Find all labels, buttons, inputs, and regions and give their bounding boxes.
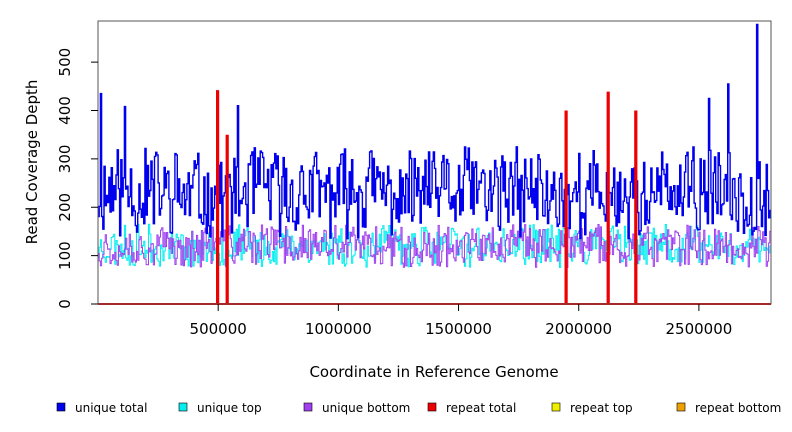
y-tick-label: 300 xyxy=(56,145,74,174)
legend-swatch xyxy=(56,402,66,412)
legend-label: unique bottom xyxy=(322,401,410,415)
y-tick-label: 200 xyxy=(56,193,74,222)
legend-item: unique top xyxy=(178,401,262,415)
legend-item: repeat top xyxy=(551,401,633,415)
legend-label: repeat bottom xyxy=(695,401,781,415)
legend-label: unique top xyxy=(197,401,262,415)
legend-swatch xyxy=(551,402,561,412)
x-tick-label: 2000000 xyxy=(545,320,612,338)
x-tick-label: 1000000 xyxy=(305,320,372,338)
legend-item: unique total xyxy=(56,401,147,415)
plot-frame xyxy=(97,20,772,305)
legend-label: repeat total xyxy=(446,401,516,415)
legend-swatch xyxy=(676,402,686,412)
legend-swatch xyxy=(178,402,188,412)
legend: unique total unique top unique bottom repea… xyxy=(56,401,781,415)
legend-label: repeat top xyxy=(570,401,633,415)
series-line-unique-total xyxy=(98,23,771,305)
x-tick-label: 500000 xyxy=(190,320,247,338)
legend-item: repeat bottom xyxy=(676,401,781,415)
y-tick-label: 0 xyxy=(56,299,74,309)
x-axis: 500000 1000000 1500000 2000000 2500000 xyxy=(190,304,732,338)
y-axis-title: Read Coverage Depth xyxy=(23,80,41,245)
x-tick-label: 2500000 xyxy=(665,320,732,338)
y-axis: 0 100 200 300 400 500 xyxy=(56,48,98,309)
y-tick-label: 500 xyxy=(56,48,74,77)
series-layer xyxy=(98,23,771,305)
y-tick-label: 100 xyxy=(56,241,74,270)
legend-swatch xyxy=(427,402,437,412)
x-axis-title: Coordinate in Reference Genome xyxy=(309,363,558,381)
y-tick-label: 400 xyxy=(56,96,74,125)
legend-item: repeat total xyxy=(427,401,516,415)
legend-label: unique total xyxy=(75,401,147,415)
legend-swatch xyxy=(303,402,313,412)
legend-item: unique bottom xyxy=(303,401,410,415)
x-tick-label: 1500000 xyxy=(425,320,492,338)
series-line-unique-bottom xyxy=(98,224,771,269)
